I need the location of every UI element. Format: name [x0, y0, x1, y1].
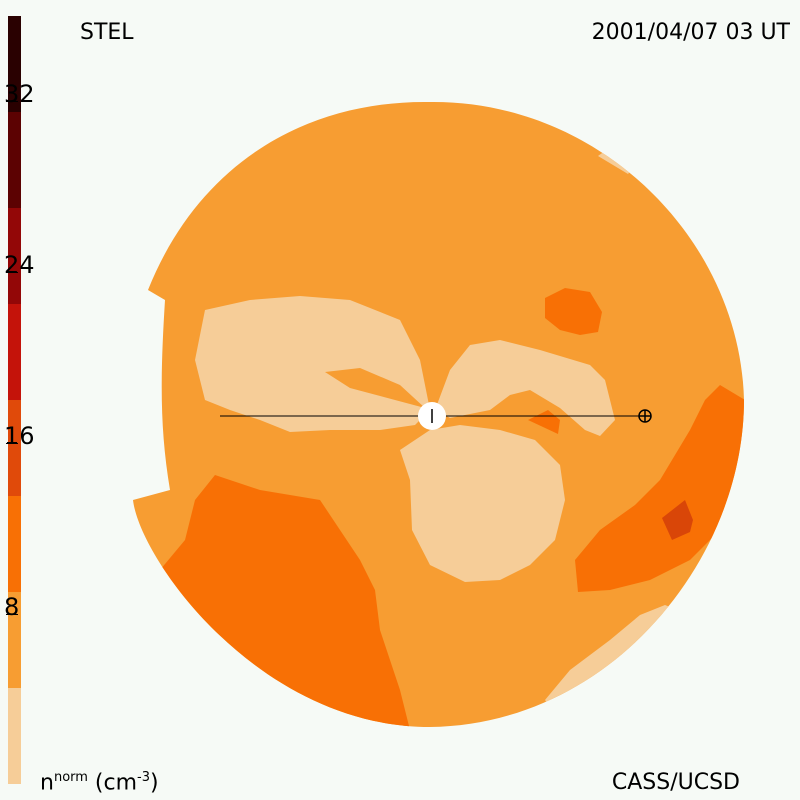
colorbar-tick-mark [6, 101, 18, 102]
colorbar-segment [8, 16, 21, 112]
region-high-east [662, 500, 693, 540]
timestamp-label: 2001/04/07 03 UT [591, 20, 790, 45]
colorbar-segment [8, 304, 21, 400]
colorbar-tick-mark [6, 272, 18, 273]
region-low-wedge [325, 368, 425, 408]
colorbar-segment [8, 496, 21, 592]
region-lowest-left-lobe [195, 296, 430, 432]
unit-superscript: norm [53, 770, 88, 785]
region-mid-northeast [545, 288, 602, 335]
colorbar-tick-16: 16 [4, 422, 35, 450]
region-mid-east [575, 385, 744, 592]
colorbar-segment [8, 688, 21, 784]
colorbar-tick-32: 32 [4, 80, 35, 108]
colorbar-segment [8, 592, 21, 688]
colorbar-segment [8, 112, 21, 208]
colorbar-segment [8, 400, 21, 496]
colorbar-units-label: nnorm (cm-3) [40, 770, 159, 795]
colorbar-tick-24: 24 [4, 251, 35, 279]
colorbar-tick-mark [6, 614, 18, 615]
unit-exponent: -3 [137, 770, 151, 785]
region-lowest-bottom-lobe [400, 425, 565, 582]
unit-close: ) [150, 770, 159, 796]
colorbar-tick-mark [6, 443, 18, 444]
unit-base: n [40, 770, 54, 796]
instrument-label: STEL [80, 20, 134, 45]
region-lowest-right-lobe [435, 340, 615, 436]
unit-suffix: (cm [87, 770, 138, 796]
credit-label: CASS/UCSD [611, 770, 740, 795]
colorbar-segment [8, 208, 21, 304]
